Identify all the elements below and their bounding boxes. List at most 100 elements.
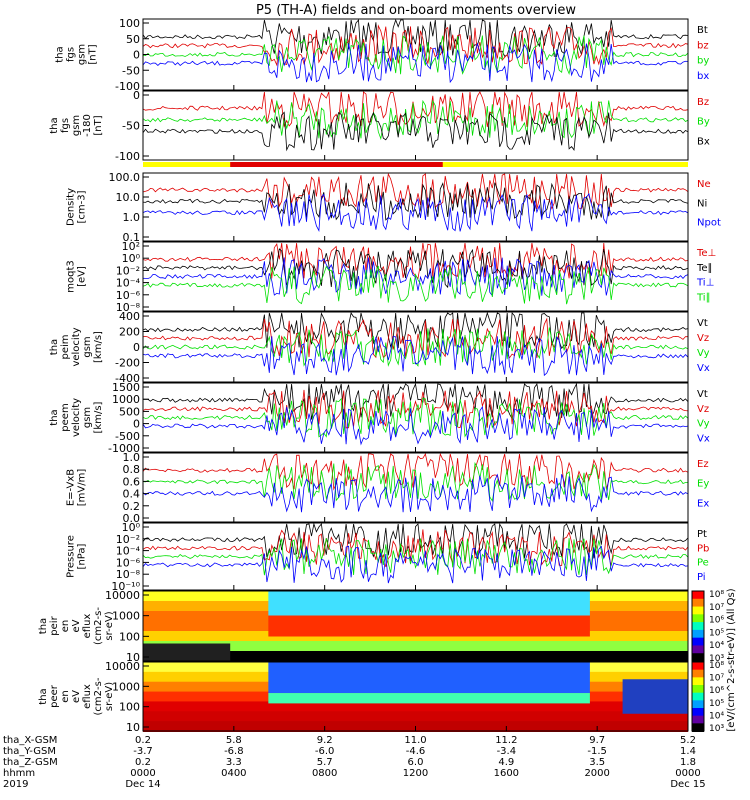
- y-tick-label: 10⁻⁸: [116, 568, 141, 581]
- y-tick-label: 1.0: [123, 211, 141, 224]
- y-tick-label: 100: [119, 701, 140, 714]
- y-tick-label: 500: [119, 405, 140, 418]
- colorbar-segment: [692, 622, 704, 631]
- y-tick-label: -400: [115, 372, 140, 385]
- y-tick-label: 10⁻¹⁰: [111, 580, 140, 593]
- legend-entry: bx: [697, 71, 709, 82]
- colorbar-tick-label: 10⁷: [709, 674, 724, 684]
- y-axis-label-line: eflux: [82, 614, 93, 639]
- x-column-value: 3.3: [226, 757, 242, 768]
- y-axis-label-line: Pressure: [66, 535, 77, 578]
- y-axis-label-line: [nT]: [88, 44, 99, 64]
- x-column-value: 11.0: [404, 735, 426, 746]
- y-axis-label-line: eV: [71, 619, 82, 632]
- colorbar-frame: [691, 590, 705, 662]
- panel-5: Vt Vz Vy Vx 400 200 0 -200 -400 tha peim velocity gs…: [49, 310, 710, 385]
- series-line: [142, 111, 689, 152]
- y-axis-label-line: [km/s]: [93, 401, 104, 433]
- legend-entry: Pt: [697, 529, 707, 540]
- panel-7: Ez Ey Ex 1.00.80.60.40.20.0 E=-VxB [mV/m]: [66, 451, 710, 525]
- panel-frame: [142, 311, 689, 383]
- legend-entry: Ne: [697, 179, 711, 190]
- y-axis-label-line: peim: [60, 334, 71, 359]
- y-tick-label: 50: [126, 33, 140, 46]
- colorbar-segment: [692, 653, 704, 662]
- y-axis-label-line: tha: [55, 46, 66, 62]
- y-tick-label: 1000: [112, 393, 140, 406]
- y-axis-label: tha peer en eV eflux (cm2-s-sr-eV): [38, 677, 115, 715]
- colorbar-label: [eV/(cm^2-s-str-eV)] (All Qs): [726, 588, 737, 731]
- x-column-value: 1600: [494, 768, 519, 779]
- y-tick-label: 10²: [122, 240, 140, 253]
- y-tick-label: 10⁻⁶: [116, 289, 141, 302]
- y-axis-label-line: [cm-3]: [77, 190, 88, 223]
- colorbar-segment: [692, 606, 704, 616]
- y-tick-label: 0.2: [123, 500, 141, 513]
- x-column-value: 1.8: [680, 757, 696, 768]
- legend-entry: Npot: [697, 218, 721, 229]
- y-axis-label-line: [eV]: [77, 266, 88, 287]
- colorbar-tick-label: 10⁸: [709, 661, 724, 671]
- x-column-value: 11.2: [495, 735, 517, 746]
- series-line: [143, 35, 689, 75]
- legend-entry: Ez: [697, 459, 709, 470]
- y-tick-label: 10⁰: [122, 521, 141, 534]
- x-row-label: hhmm: [3, 768, 35, 779]
- colorbar-segment: [692, 685, 704, 694]
- x-column-value: -3.4: [497, 746, 517, 757]
- colorbar-tick-label: 10³: [709, 724, 724, 734]
- x-column-value: 3.5: [589, 757, 605, 768]
- colorbar-tick-label: 10⁴: [709, 711, 724, 721]
- colorbar-tick-label: 10⁶: [709, 686, 724, 696]
- x-column-value: 1200: [403, 768, 428, 779]
- series-line: [142, 99, 689, 141]
- colorbar-tick-label: 10⁵: [709, 699, 724, 709]
- x-column-value: 5.7: [317, 757, 333, 768]
- legend-entry: Ti∥: [696, 292, 711, 303]
- y-tick-label: 10⁻²: [116, 264, 140, 277]
- y-tick-label: 200: [119, 326, 140, 339]
- y-tick-label: -500: [115, 430, 140, 443]
- colorbar-label-text: [eV/(cm^2-s-str-eV)] (All Qs): [726, 588, 737, 731]
- y-axis-label-line: fgs: [66, 47, 77, 62]
- x-column-value: 0.2: [135, 735, 151, 746]
- x-column-value: 9.7: [589, 735, 605, 746]
- colorbar-tick-label: 10⁷: [709, 603, 724, 613]
- y-tick-label: -1000: [108, 442, 140, 455]
- y-tick-label: 0: [133, 341, 140, 354]
- y-tick-label: 0: [133, 49, 140, 62]
- x-row-label: tha_Z-GSM: [3, 757, 58, 768]
- colorbar-tick-label: 10⁶: [709, 616, 724, 626]
- legend-entry: Vy: [697, 419, 710, 430]
- y-tick-label: 10: [126, 721, 140, 734]
- colorbar-frame: [691, 661, 705, 732]
- spectrogram-region: [143, 643, 231, 661]
- y-axis-label-line: peer: [49, 684, 60, 708]
- colorbar-segment: [692, 723, 704, 732]
- y-tick-label: 10000: [105, 660, 140, 673]
- y-tick-label: -200: [115, 357, 140, 370]
- colorbar-tick-label: 10³: [709, 654, 724, 664]
- x-column-value: 0400: [221, 768, 246, 779]
- series-line: [142, 242, 689, 280]
- series-line: [142, 42, 689, 84]
- colorbar-segment: [692, 629, 704, 639]
- y-tick-label: 10⁰: [122, 252, 141, 265]
- series-line: [142, 172, 689, 210]
- x-column-value: 0.2: [135, 757, 151, 768]
- y-axis-label-line: -180: [82, 114, 93, 137]
- y-axis-label-line: E=-VxB: [66, 469, 77, 506]
- y-axis-label: tha fgs gsm [nT]: [55, 44, 99, 65]
- x-row-label: tha_X-GSM: [3, 735, 57, 746]
- series-line: [142, 248, 689, 289]
- series-line: [142, 545, 689, 584]
- legend-entry: Pe: [697, 558, 709, 569]
- y-axis-label-line: moqt3: [66, 260, 77, 293]
- legend-entry: Bt: [697, 25, 708, 36]
- y-axis-label-line: [nPa]: [77, 543, 88, 569]
- spectrogram-region: [268, 662, 590, 694]
- y-axis-label-line: peir: [49, 615, 60, 635]
- y-tick-label: 1.0: [123, 451, 141, 464]
